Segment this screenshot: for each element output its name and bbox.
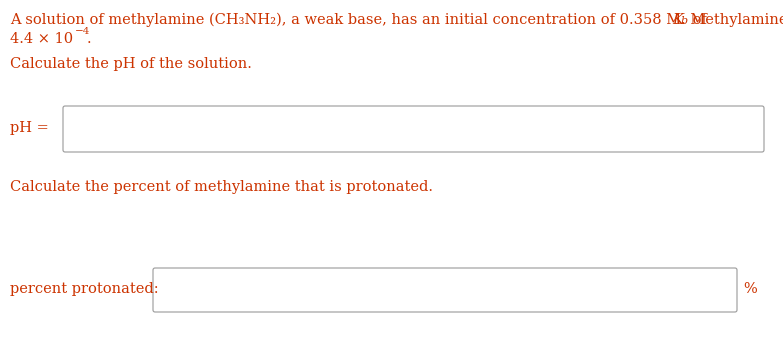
Text: .: . xyxy=(87,32,92,46)
Text: of: of xyxy=(688,13,707,27)
Text: Calculate the pH of the solution.: Calculate the pH of the solution. xyxy=(10,57,252,71)
Text: A solution of methylamine (CH₃NH₂), a weak base, has an initial concentration of: A solution of methylamine (CH₃NH₂), a we… xyxy=(10,13,783,27)
Text: b: b xyxy=(681,16,688,26)
Text: percent protonated:: percent protonated: xyxy=(10,282,159,296)
FancyBboxPatch shape xyxy=(153,268,737,312)
Text: K: K xyxy=(672,13,683,27)
Text: pH =: pH = xyxy=(10,121,49,135)
FancyBboxPatch shape xyxy=(63,106,764,152)
Text: %: % xyxy=(743,282,756,296)
Text: 4.4 × 10: 4.4 × 10 xyxy=(10,32,73,46)
Text: Calculate the percent of methylamine that is protonated.: Calculate the percent of methylamine tha… xyxy=(10,180,433,194)
Text: −4: −4 xyxy=(75,27,90,36)
